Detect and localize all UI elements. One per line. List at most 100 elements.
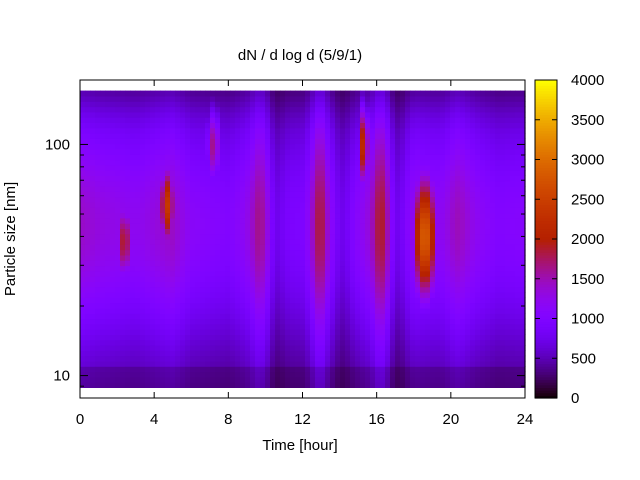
heatmap-cell (385, 376, 391, 383)
heatmap-cell (145, 329, 151, 335)
heatmap-cell (475, 244, 481, 251)
heatmap-cell (185, 143, 191, 150)
heatmap-cell (425, 260, 431, 267)
heatmap-cell (505, 270, 511, 277)
heatmap-cell (520, 101, 526, 108)
heatmap-cell (270, 345, 276, 351)
heatmap-cell (295, 334, 301, 341)
heatmap-cell (465, 270, 471, 277)
heatmap-cell (520, 117, 526, 123)
heatmap-cell (240, 186, 246, 192)
heatmap-cell (320, 101, 326, 108)
heatmap-cell (130, 212, 136, 219)
heatmap-cell (285, 90, 291, 97)
heatmap-cell (330, 376, 336, 383)
heatmap-cell (400, 191, 406, 198)
heatmap-cell (255, 117, 261, 123)
heatmap-cell (290, 217, 296, 224)
heatmap-cell (210, 159, 216, 166)
heatmap-cell (455, 117, 461, 123)
heatmap-cell (95, 111, 101, 118)
heatmap-cell (105, 265, 111, 272)
heatmap-cell (235, 323, 241, 330)
heatmap-cell (450, 360, 456, 367)
heatmap-cell (365, 244, 371, 251)
heatmap-cell (510, 207, 516, 214)
heatmap-cell (225, 133, 231, 139)
heatmap-cell (250, 307, 256, 314)
heatmap-cell (405, 360, 411, 367)
heatmap-cell (225, 270, 231, 277)
heatmap-cell (150, 254, 156, 261)
heatmap-cell (305, 270, 311, 277)
heatmap-cell (475, 228, 481, 235)
heatmap-cell (480, 302, 486, 309)
heatmap-cell (285, 281, 291, 288)
heatmap-cell (480, 329, 486, 335)
heatmap-cell (190, 228, 196, 235)
heatmap-cell (415, 117, 421, 123)
heatmap-cell (205, 334, 211, 341)
heatmap-cell (225, 164, 231, 171)
heatmap-cell (210, 223, 216, 229)
heatmap-cell (420, 186, 426, 192)
heatmap-cell (335, 111, 341, 118)
heatmap-cell (180, 164, 186, 171)
heatmap-cell (460, 371, 466, 378)
heatmap-cell (380, 95, 386, 102)
heatmap-cell (145, 281, 151, 288)
heatmap-cell (430, 196, 436, 203)
heatmap-cell (335, 95, 341, 102)
heatmap-cell (235, 360, 241, 367)
heatmap-cell (80, 212, 86, 219)
heatmap-cell (335, 366, 341, 373)
heatmap-cell (475, 138, 481, 145)
heatmap-cell (160, 133, 166, 139)
heatmap-cell (320, 281, 326, 288)
heatmap-cell (165, 355, 171, 362)
heatmap-cell (370, 207, 376, 214)
heatmap-cell (200, 143, 206, 150)
heatmap-cell (470, 159, 476, 166)
heatmap-cell (140, 143, 146, 150)
heatmap-cell (160, 90, 166, 97)
heatmap-cell (120, 339, 126, 346)
heatmap-cell (140, 111, 146, 118)
heatmap-cell (235, 90, 241, 97)
heatmap-cell (175, 106, 181, 113)
heatmap-cell (495, 339, 501, 346)
heatmap-cell (440, 223, 446, 229)
heatmap-cell (105, 334, 111, 341)
heatmap-cell (490, 366, 496, 373)
heatmap-cell (85, 196, 91, 203)
heatmap-cell (225, 223, 231, 229)
heatmap-cell (175, 143, 181, 150)
heatmap-cell (110, 154, 116, 161)
heatmap-cell (475, 212, 481, 219)
heatmap-cell (80, 164, 86, 171)
heatmap-cell (470, 323, 476, 330)
heatmap-cell (215, 244, 221, 251)
heatmap-cell (100, 175, 106, 182)
heatmap-cell (250, 382, 256, 388)
heatmap-cell (240, 366, 246, 373)
heatmap-cell (155, 360, 161, 367)
heatmap-cell (275, 345, 281, 351)
heatmap-cell (510, 281, 516, 288)
heatmap-cell (395, 313, 401, 320)
heatmap-cell (520, 260, 526, 267)
heatmap-cell (420, 233, 426, 240)
heatmap-cell (175, 122, 181, 129)
heatmap-cell (245, 329, 251, 335)
heatmap-cell (115, 366, 121, 373)
heatmap-cell (485, 329, 491, 335)
heatmap-cell (515, 212, 521, 219)
heatmap-cell (160, 270, 166, 277)
heatmap-cell (160, 180, 166, 187)
heatmap-cell (310, 339, 316, 346)
heatmap-cell (435, 260, 441, 267)
heatmap-cell (500, 186, 506, 192)
heatmap-cell (245, 175, 251, 182)
heatmap-cell (325, 170, 331, 176)
heatmap-cell (190, 366, 196, 373)
